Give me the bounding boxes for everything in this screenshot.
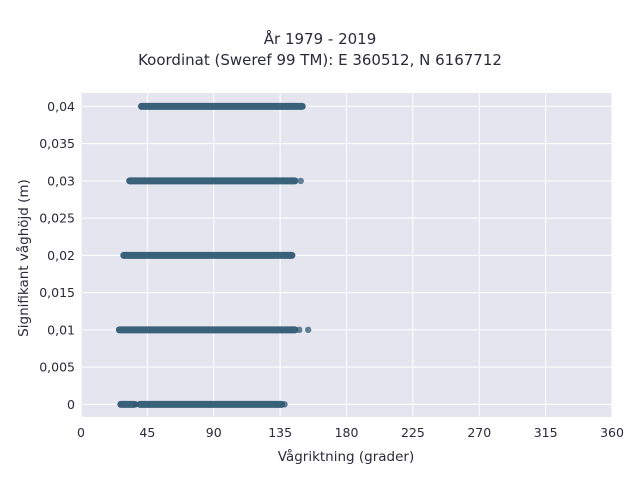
y-tick-label: 0 [67, 397, 75, 412]
y-tick-label: 0,005 [39, 360, 75, 375]
x-axis-label: Vågriktning (grader) [278, 448, 415, 465]
data-point [304, 326, 312, 334]
x-tick-label: 225 [401, 425, 425, 440]
data-points [115, 102, 312, 408]
x-tick-label: 180 [335, 425, 359, 440]
y-tick-label: 0,015 [39, 285, 75, 300]
x-tick-label: 135 [268, 425, 292, 440]
y-axis-ticks: 0 0,005 0,01 0,015 0,02 0,025 0,03 0,035 0,04 [39, 99, 75, 412]
data-point [297, 177, 304, 185]
x-tick-label: 45 [139, 425, 155, 440]
x-axis-ticks: 0 45 90 135 180 225 270 315 360 [77, 425, 624, 440]
y-tick-label: 0,03 [47, 173, 75, 188]
y-tick-label: 0,02 [47, 248, 75, 263]
x-tick-label: 315 [534, 425, 558, 440]
data-point [281, 401, 288, 408]
x-tick-label: 0 [77, 425, 85, 440]
data-point [296, 326, 303, 334]
chart-title: År 1979 - 2019 [263, 30, 377, 48]
data-point [132, 401, 139, 408]
y-axis-label: Signifikant våghöjd (m) [15, 179, 32, 337]
x-tick-label: 90 [206, 425, 222, 440]
x-tick-label: 270 [467, 425, 491, 440]
y-tick-label: 0,01 [47, 322, 75, 337]
x-tick-label: 360 [600, 425, 624, 440]
y-tick-label: 0,025 [39, 211, 75, 226]
y-tick-label: 0,04 [47, 99, 75, 114]
y-tick-label: 0,035 [39, 136, 75, 151]
chart-subtitle: Koordinat (Sweref 99 TM): E 360512, N 61… [138, 51, 502, 69]
